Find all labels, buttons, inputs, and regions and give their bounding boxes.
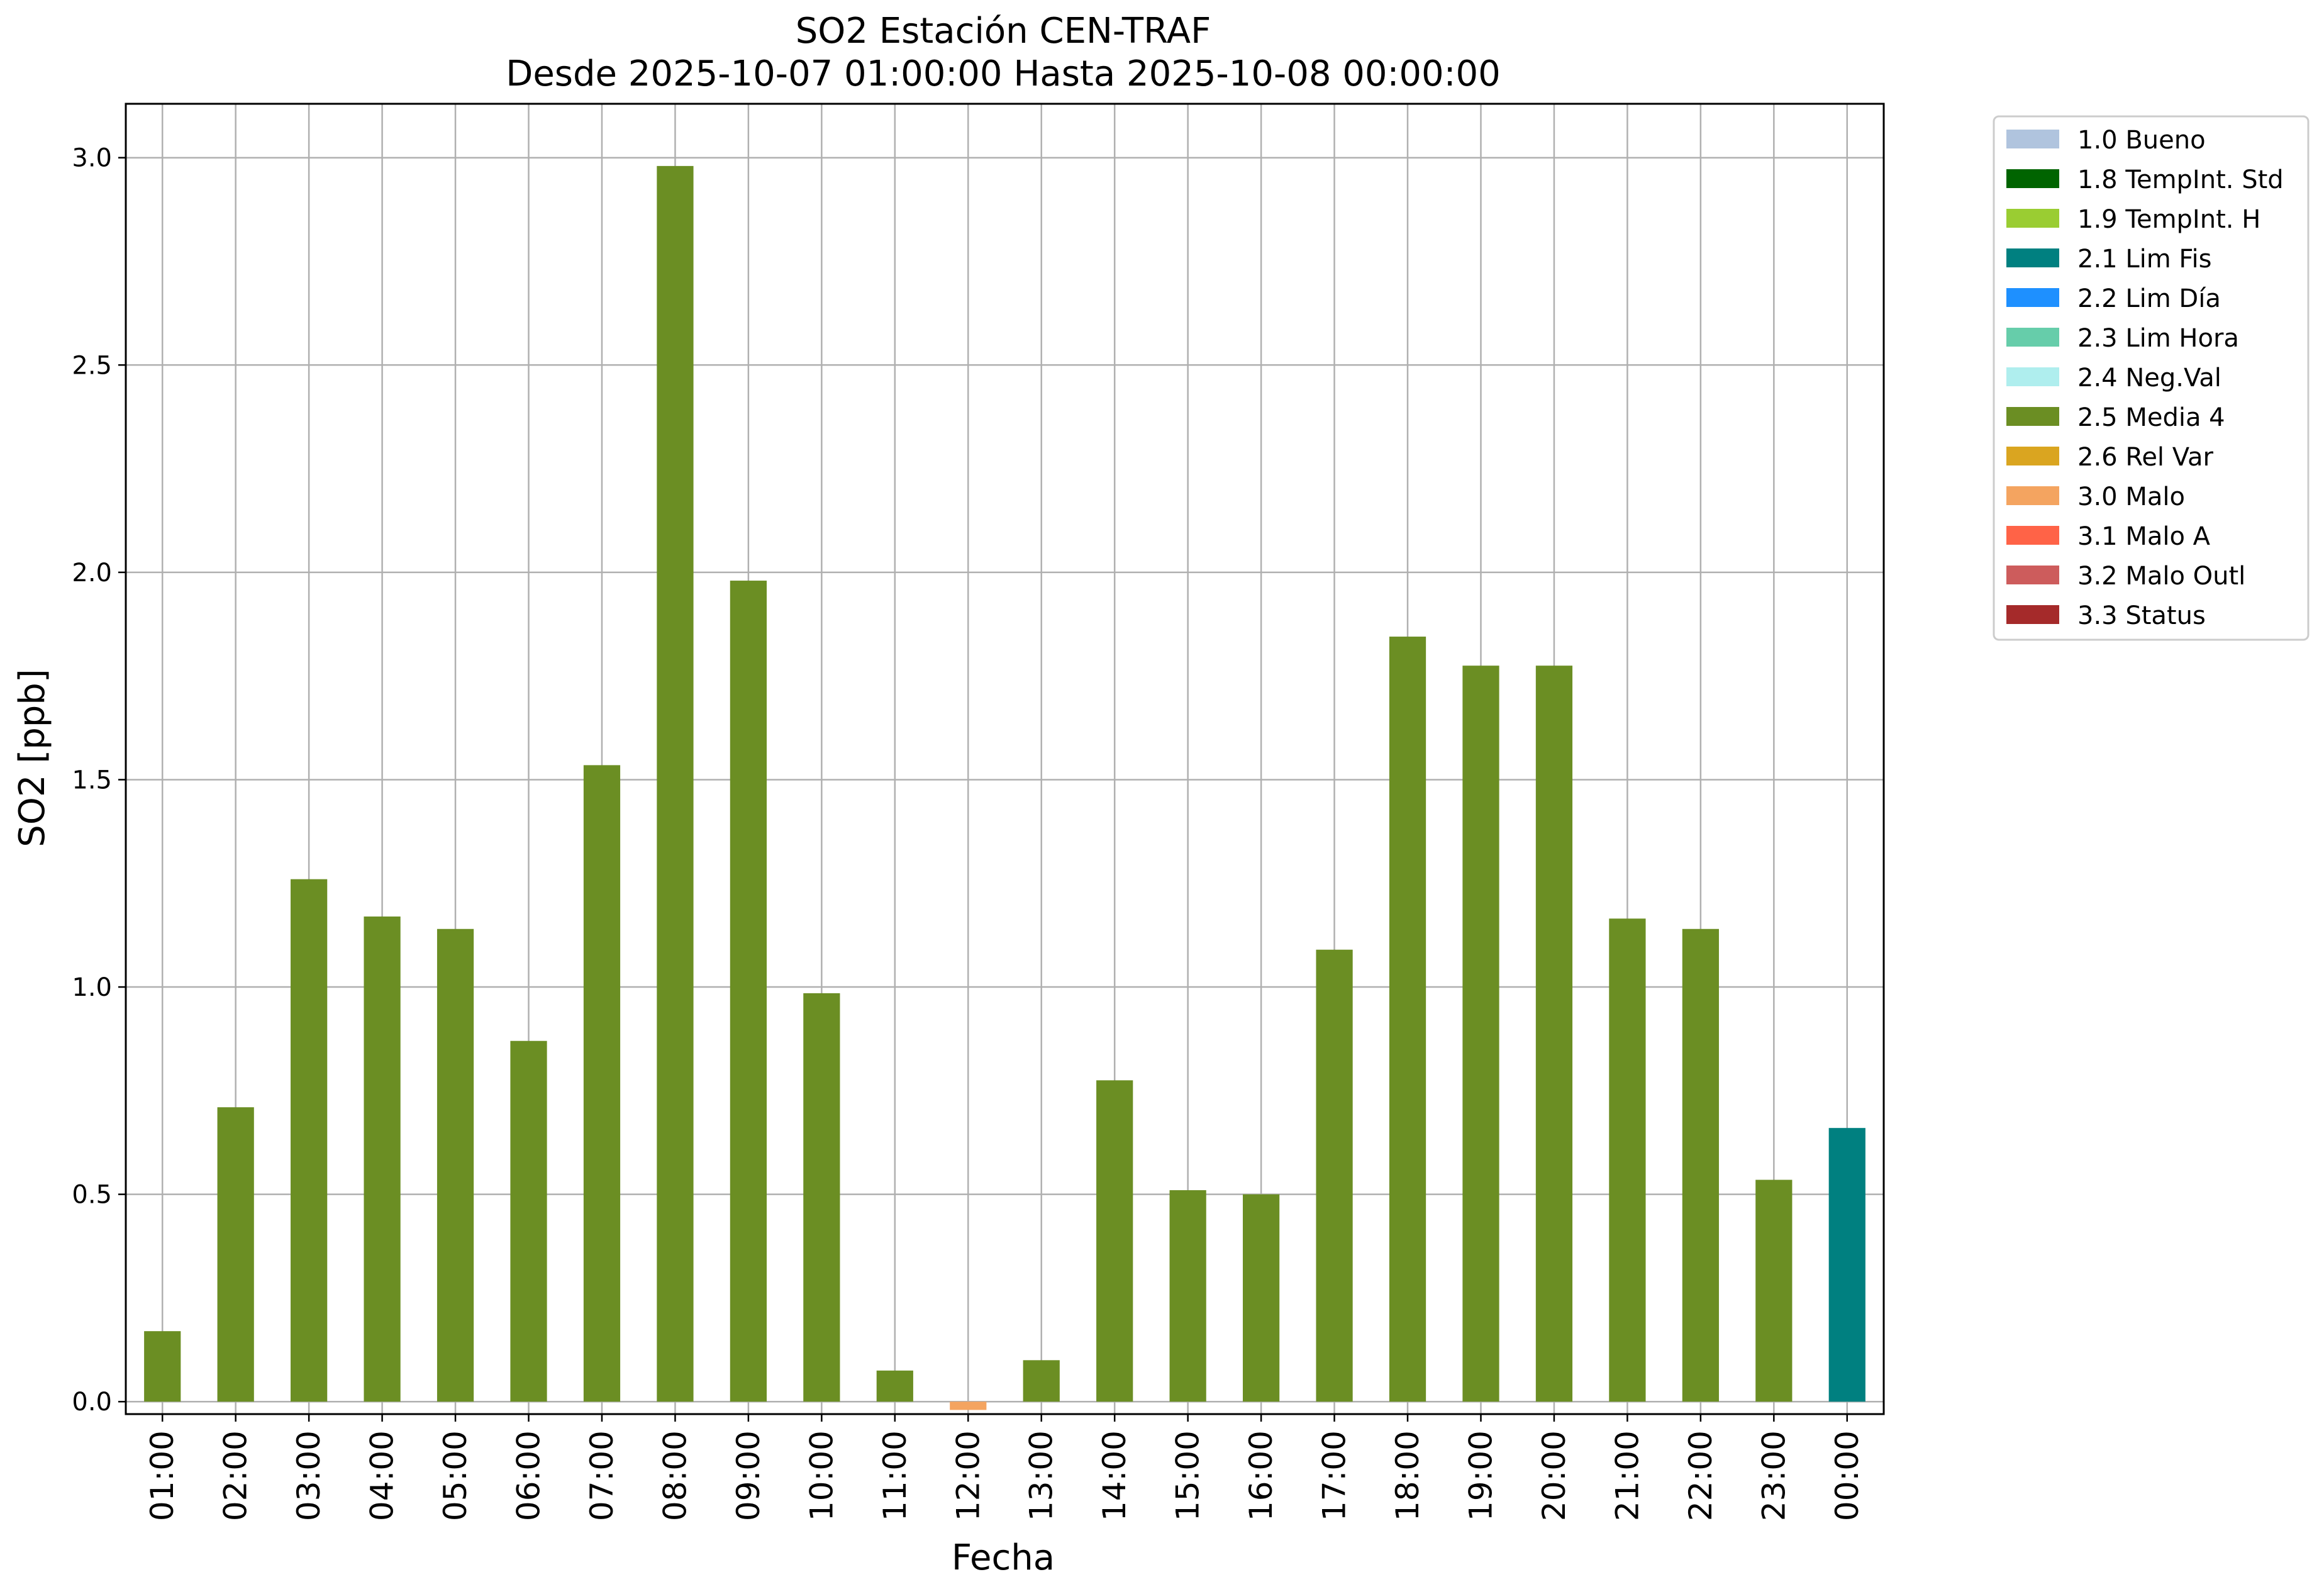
x-tick-label: 23:00 [1755,1430,1792,1521]
x-tick-label: 13:00 [1023,1430,1060,1521]
plot-frame [125,103,1885,1415]
legend-label: 2.5 Media 4 [2077,403,2225,432]
bar [436,928,474,1402]
y-axis-label: SO2 [ppb] [12,669,53,847]
legend-label: 3.1 Malo A [2077,522,2211,551]
bar [1462,666,1499,1402]
bar [364,916,401,1402]
x-tick-label: 07:00 [584,1430,620,1521]
y-tick-label: 0.5 [72,1181,112,1210]
legend-swatch [2006,328,2059,347]
legend-swatch [2006,209,2059,228]
bar [1389,637,1426,1402]
bar [730,581,767,1402]
bar [1682,928,1719,1402]
legend-swatch [2006,447,2059,465]
bar [144,1331,181,1402]
x-tick-label: 01:00 [144,1430,181,1521]
y-axis: 0.0 0.5 1.0 1.5 2.0 2.5 3.0 [72,144,126,1417]
x-tick-label: 04:00 [364,1430,401,1521]
bar [803,993,840,1402]
legend-swatch [2006,526,2059,545]
legend-label: 2.1 Lim Fis [2077,245,2211,274]
legend-frame [1993,115,2310,641]
bar [217,1107,254,1402]
x-tick-label: 12:00 [950,1430,986,1521]
y-tick-label: 1.0 [72,973,112,1002]
bar [1316,949,1353,1402]
bar [876,1370,913,1402]
legend-swatch [2006,486,2059,505]
bar [1609,918,1646,1402]
bar [1535,666,1573,1402]
legend-swatch [2006,566,2059,584]
x-tick-label: 15:00 [1170,1430,1206,1521]
legend-label: 2.2 Lim Día [2077,284,2221,313]
legend-label: 1.9 TempInt. H [2077,205,2260,234]
legend-label: 3.0 Malo [2077,482,2185,511]
legend-swatch [2006,407,2059,426]
legend-swatch [2006,248,2059,267]
legend-label: 3.2 Malo Outl [2077,562,2245,591]
y-tick-label: 1.5 [72,766,112,794]
bar [657,165,694,1402]
legend-label: 2.3 Lim Hora [2077,324,2239,353]
y-tick-label: 2.0 [72,559,112,588]
x-tick-label: 20:00 [1536,1430,1572,1521]
bar [510,1040,547,1402]
legend-swatch [2006,130,2059,148]
x-tick-label: 18:00 [1389,1430,1426,1521]
x-tick-label: 16:00 [1243,1430,1279,1521]
x-tick-label: 06:00 [511,1430,547,1521]
chart-subtitle: Desde 2025-10-07 01:00:00 Hasta 2025-10-… [506,53,1501,94]
x-tick-label: 21:00 [1609,1430,1645,1521]
bar [1023,1360,1060,1402]
x-tick-label: 09:00 [730,1430,767,1521]
legend-label: 3.3 Status [2077,601,2206,630]
y-tick-label: 0.0 [72,1388,112,1417]
chart-title: SO2 Estación CEN-TRAF [796,11,1211,52]
bar [1169,1190,1206,1402]
bar [1242,1194,1280,1402]
x-tick-label: 11:00 [877,1430,913,1521]
x-tick-label: 03:00 [291,1430,327,1521]
legend-swatch [2006,605,2059,624]
legend: 1.0 Bueno 1.8 TempInt. Std 1.9 TempInt. H 2… [1993,115,2310,641]
x-tick-label: 17:00 [1316,1430,1353,1521]
x-tick-label: 22:00 [1682,1430,1719,1521]
x-tick-label: 10:00 [803,1430,840,1521]
legend-swatch [2006,288,2059,307]
x-tick-label: 19:00 [1462,1430,1499,1521]
bar [1828,1128,1865,1402]
x-tick-label: 08:00 [657,1430,693,1521]
x-axis-label: Fecha [952,1537,1055,1578]
legend-swatch [2006,169,2059,188]
bar [291,879,328,1402]
legend-label: 1.8 TempInt. Std [2077,165,2284,194]
bar [950,1402,987,1410]
x-tick-label: 05:00 [437,1430,474,1521]
bar-series [144,165,1865,1410]
y-tick-label: 3.0 [72,144,112,173]
bar [583,765,621,1402]
y-tick-label: 2.5 [72,351,112,380]
legend-label: 2.4 Neg.Val [2077,364,2221,393]
bar [1755,1179,1793,1402]
legend-label: 1.0 Bueno [2077,126,2206,155]
x-tick-label: 14:00 [1096,1430,1133,1521]
bar [1096,1080,1133,1402]
legend-swatch [2006,367,2059,386]
x-tick-label: 00:00 [1829,1430,1865,1521]
x-axis: 01:00 02:00 03:00 04:00 05:00 06:00 07:00 08:00… [144,1414,1865,1521]
legend-label: 2.6 Rel Var [2077,443,2214,472]
x-tick-label: 02:00 [218,1430,254,1521]
